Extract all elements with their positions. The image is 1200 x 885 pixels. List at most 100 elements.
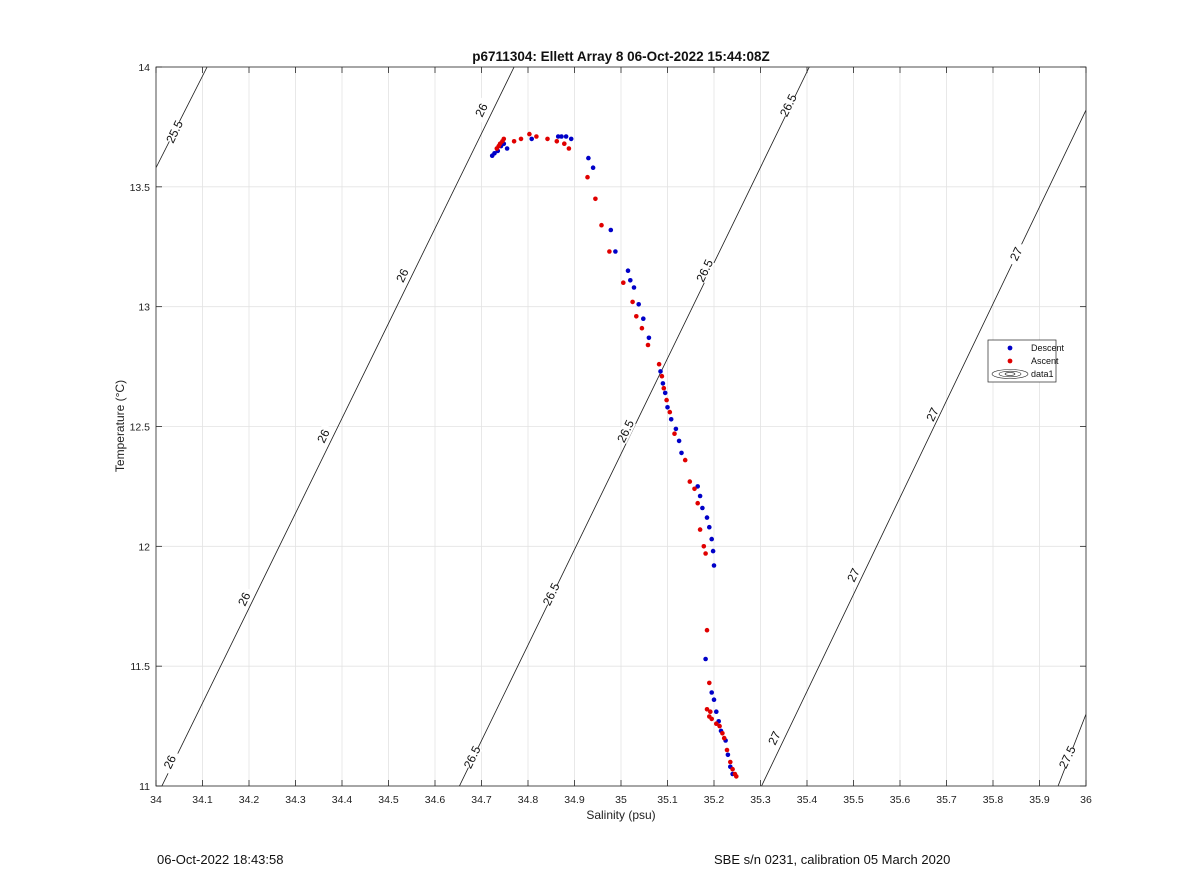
contour-label-bg bbox=[164, 119, 185, 145]
point-descent bbox=[608, 227, 614, 233]
point-descent bbox=[676, 438, 682, 444]
point-descent bbox=[714, 709, 719, 714]
x-tick-label: 35.2 bbox=[704, 794, 725, 806]
contour-label: 27 bbox=[1007, 245, 1026, 263]
x-tick-label: 35.6 bbox=[890, 794, 911, 806]
x-tick-label: 34.7 bbox=[471, 794, 492, 806]
contour-label: 27 bbox=[765, 729, 784, 747]
point-ascent bbox=[667, 409, 673, 415]
point-ascent bbox=[704, 627, 710, 633]
point-ascent bbox=[728, 759, 733, 765]
point-descent bbox=[504, 146, 510, 151]
point-ascent bbox=[607, 249, 612, 254]
contour-label-bg bbox=[392, 262, 413, 289]
data-points bbox=[489, 131, 739, 779]
legend-label-ascent: Ascent bbox=[1031, 356, 1059, 366]
x-axis-ticks: 34 34.1 34.2 34.3 34.4 34.5 34.6 34.7 34.8 34.9 35… bbox=[150, 67, 1092, 806]
legend: Descent Ascent data1 bbox=[987, 339, 1065, 383]
contour-label: 26 bbox=[472, 101, 491, 119]
point-ascent bbox=[714, 721, 719, 726]
point-ascent bbox=[707, 680, 712, 686]
point-ascent bbox=[639, 325, 645, 331]
point-descent bbox=[641, 316, 646, 322]
point-ascent bbox=[599, 222, 604, 228]
legend-marker-data1-inner bbox=[1004, 372, 1016, 376]
point-ascent bbox=[518, 136, 524, 142]
point-ascent bbox=[709, 716, 714, 722]
x-tick-label: 36 bbox=[1080, 794, 1092, 806]
point-descent bbox=[703, 656, 708, 662]
point-ascent bbox=[566, 146, 572, 151]
point-ascent bbox=[630, 299, 635, 305]
x-tick-label: 35.9 bbox=[1029, 794, 1050, 806]
contour-labels: 25.5 26 26 26 26 26 26.5 26.5 26.5 26.5 26.5 27 27 27… bbox=[159, 91, 1079, 775]
contour-label-bg bbox=[1006, 241, 1027, 267]
y-axis-ticks: 11 11.5 12 12.5 13 13.5 14 bbox=[130, 62, 1086, 793]
contour-label: 26 bbox=[314, 427, 333, 445]
point-descent bbox=[709, 690, 714, 695]
x-axis-label: Salinity (psu) bbox=[586, 808, 655, 822]
point-ascent bbox=[708, 709, 713, 714]
x-tick-label: 35.5 bbox=[843, 794, 864, 806]
x-tick-label: 34 bbox=[150, 794, 162, 806]
x-tick-label: 34.9 bbox=[564, 794, 585, 806]
point-ascent bbox=[621, 280, 626, 286]
y-tick-label: 14 bbox=[138, 62, 150, 74]
point-ascent bbox=[593, 196, 598, 202]
contour-label-bg bbox=[1057, 744, 1078, 770]
contour-label-bg bbox=[541, 581, 562, 607]
point-descent bbox=[568, 136, 574, 142]
point-descent bbox=[559, 134, 564, 139]
contour-label-bg bbox=[694, 258, 715, 284]
point-descent bbox=[563, 134, 569, 139]
point-ascent bbox=[661, 385, 667, 391]
point-ascent bbox=[682, 457, 688, 463]
contour-label: 26.5 bbox=[540, 580, 563, 607]
y-tick-label: 12.5 bbox=[130, 422, 151, 434]
point-ascent bbox=[645, 342, 651, 348]
point-descent bbox=[711, 563, 717, 568]
point-descent bbox=[631, 285, 637, 290]
x-tick-label: 35.3 bbox=[750, 794, 771, 806]
point-descent bbox=[660, 381, 666, 386]
x-tick-label: 34.1 bbox=[192, 794, 213, 806]
y-tick-label: 13.5 bbox=[130, 182, 151, 194]
x-tick-label: 34.5 bbox=[378, 794, 399, 806]
contour-label-bg bbox=[778, 92, 799, 118]
contour-label: 26.5 bbox=[461, 743, 484, 770]
contour-label-bg bbox=[462, 744, 483, 770]
contour-label: 27 bbox=[844, 566, 863, 584]
x-tick-label: 35.8 bbox=[983, 794, 1004, 806]
chart-title: p6711304: Ellett Array 8 06-Oct-2022 15:… bbox=[472, 49, 769, 64]
y-axis-label: Temperature (°C) bbox=[113, 380, 127, 472]
point-ascent bbox=[687, 479, 693, 484]
contour-label: 27 bbox=[923, 405, 942, 423]
point-descent bbox=[636, 302, 641, 307]
point-ascent bbox=[501, 136, 507, 142]
point-ascent bbox=[701, 544, 707, 549]
x-tick-label: 34.8 bbox=[518, 794, 539, 806]
point-ascent bbox=[720, 731, 725, 736]
x-tick-label: 35 bbox=[615, 794, 627, 806]
point-descent bbox=[704, 515, 710, 520]
point-descent bbox=[628, 278, 633, 283]
legend-marker-ascent bbox=[1007, 358, 1013, 364]
point-ascent bbox=[585, 174, 590, 180]
x-tick-label: 34.6 bbox=[425, 794, 446, 806]
point-ascent bbox=[534, 134, 539, 139]
point-ascent bbox=[554, 139, 560, 144]
contour-label-bg bbox=[234, 586, 255, 612]
y-tick-label: 12 bbox=[138, 541, 150, 553]
contour-label: 27.5 bbox=[1056, 743, 1079, 770]
point-descent bbox=[658, 369, 663, 374]
point-descent bbox=[707, 524, 712, 530]
point-descent bbox=[697, 493, 703, 499]
legend-label-data1: data1 bbox=[1031, 369, 1054, 379]
legend-marker-data1-outer bbox=[991, 369, 1029, 379]
point-descent bbox=[700, 505, 705, 511]
footer-calibration: SBE s/n 0231, calibration 05 March 2020 bbox=[714, 852, 951, 867]
point-descent bbox=[586, 155, 591, 161]
point-ascent bbox=[692, 486, 697, 492]
point-ascent bbox=[659, 373, 665, 379]
density-contour-27 bbox=[761, 109, 1086, 786]
